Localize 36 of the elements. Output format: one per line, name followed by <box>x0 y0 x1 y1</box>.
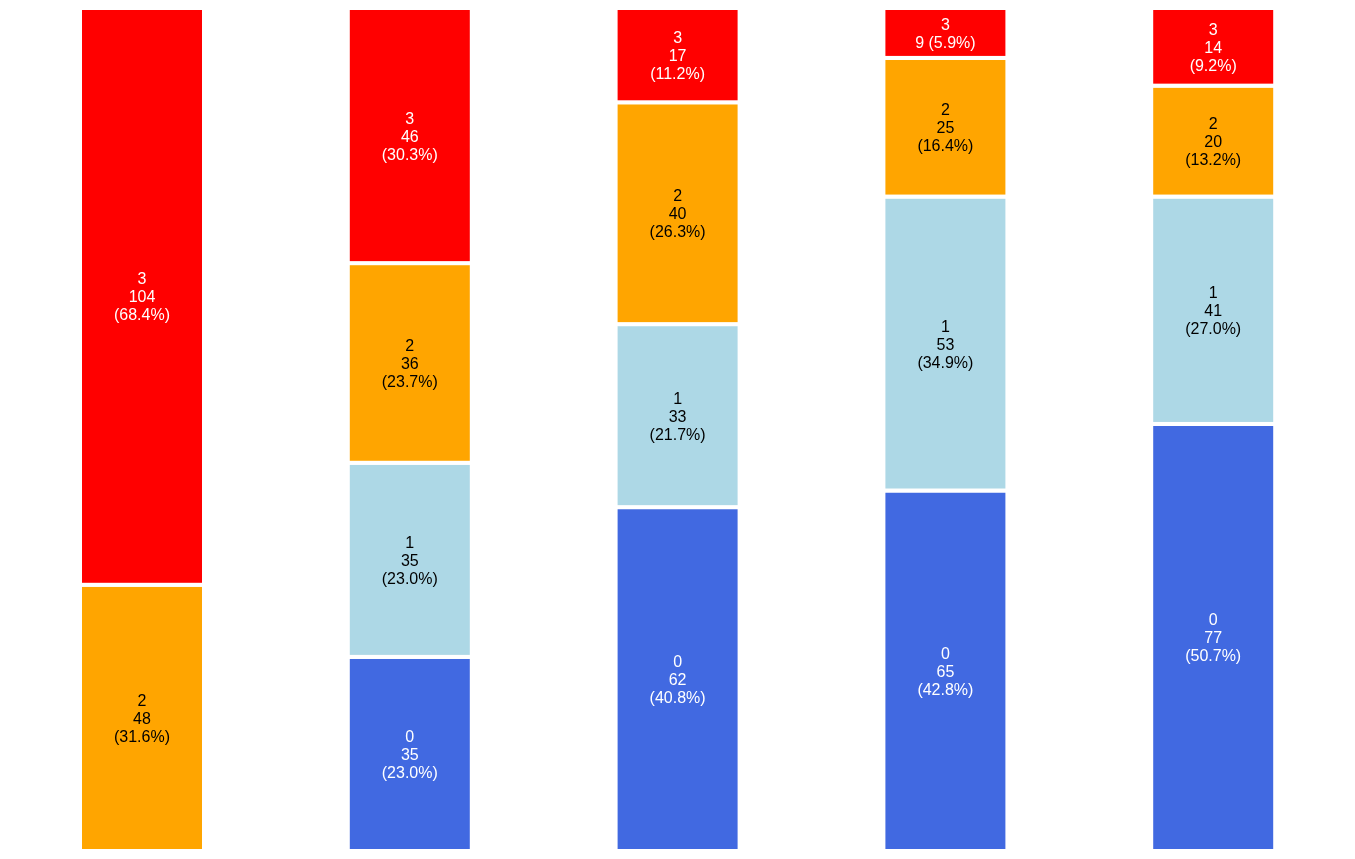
data-label: 65 (42.8%) <box>917 662 974 698</box>
series-label: 0 <box>673 652 683 670</box>
data-label: 53 (34.9%) <box>917 335 974 371</box>
text: 3 <box>405 109 415 127</box>
data-label: 35 (23.0%) <box>381 745 438 781</box>
series-label: 3 <box>940 15 950 33</box>
text: 1 <box>405 533 415 551</box>
text: 0 <box>940 644 950 662</box>
data-label: 33 (21.7%) <box>649 407 706 443</box>
series-label: 1 <box>673 389 683 407</box>
data-label: 46 (30.3%) <box>381 127 438 163</box>
data-label: 25 (16.4%) <box>917 118 974 154</box>
text: 2 <box>137 691 147 709</box>
data-label: 77 (50.7%) <box>1185 628 1242 664</box>
data-label: 40 (26.3%) <box>649 204 706 240</box>
text: 2 <box>673 186 683 204</box>
data-label: 17 (11.2%) <box>650 46 706 82</box>
text: 1 <box>1208 283 1218 301</box>
text: 3 <box>1208 20 1218 38</box>
text: 2 <box>405 336 415 354</box>
series-label: 2 <box>1208 114 1218 132</box>
data-label: 41 (27.0%) <box>1185 301 1242 337</box>
data-label: 20 (13.2%) <box>1185 132 1242 168</box>
data-label: 35 (23.0%) <box>381 551 438 587</box>
text: 3 <box>673 28 683 46</box>
text: 2 <box>940 100 950 118</box>
data-label: 9 (5.9%) <box>915 33 976 51</box>
text: 3 <box>137 269 147 287</box>
text: 0 <box>1208 610 1218 628</box>
data-label: 62 (40.8%) <box>649 670 706 706</box>
data-label: 48 (31.6%) <box>113 709 171 745</box>
text: 0 <box>405 727 415 745</box>
data-label: 36 (23.7%) <box>381 354 438 390</box>
data-label: 104 (68.4%) <box>113 287 171 323</box>
text: 1 <box>940 317 950 335</box>
data-label: 14 (9.2%) <box>1189 38 1237 74</box>
